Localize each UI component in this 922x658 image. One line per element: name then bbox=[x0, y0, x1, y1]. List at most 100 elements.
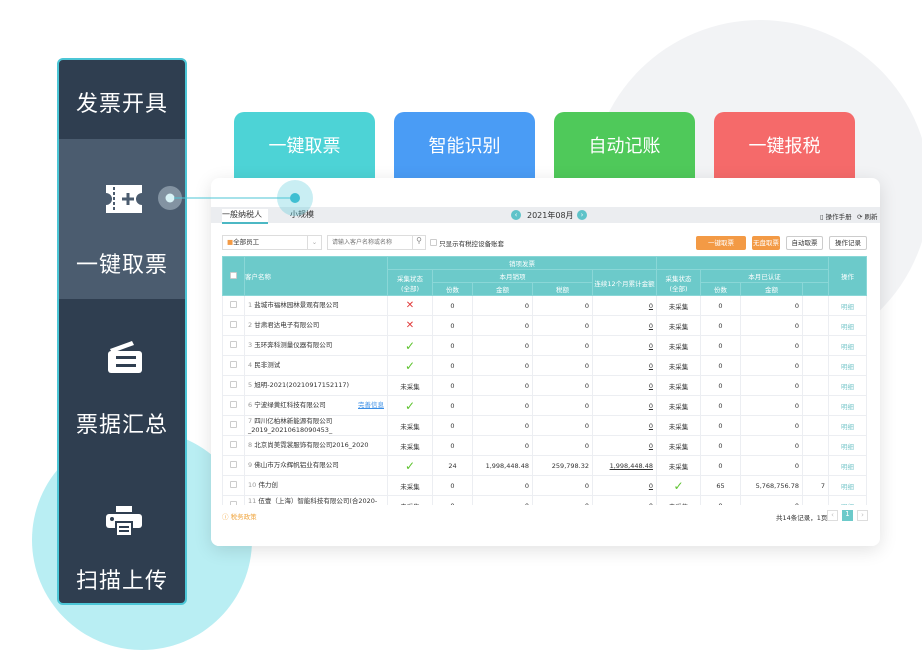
row-checkbox[interactable] bbox=[222, 375, 245, 396]
detail-link[interactable]: 明细 bbox=[828, 435, 867, 456]
twelve-month-total-link[interactable]: 0 bbox=[592, 355, 657, 376]
printer-icon bbox=[106, 506, 142, 537]
count-cell: 0 bbox=[432, 335, 473, 356]
auto-fetch-button[interactable]: 自动取票 bbox=[786, 236, 823, 250]
row-checkbox[interactable] bbox=[222, 315, 245, 336]
detail-link[interactable]: 明细 bbox=[828, 355, 867, 376]
tax-cell: 0 bbox=[532, 395, 593, 416]
status2-cell: 未采集 bbox=[656, 455, 701, 476]
refresh-button[interactable]: ⟳ 刷新 bbox=[857, 213, 878, 221]
row-checkbox[interactable] bbox=[222, 435, 245, 456]
detail-link[interactable]: 明细 bbox=[828, 335, 867, 356]
detail-link[interactable]: 明细 bbox=[828, 375, 867, 396]
count2-cell: 65 bbox=[700, 475, 741, 496]
col-status2-filter[interactable]: 采集状态 (全部) bbox=[656, 269, 701, 296]
table-row: 1 盐城市福林园林景观有限公司 ✕ 0 0 0 0 未采集 0 0 明细 bbox=[222, 295, 867, 316]
next-month-button[interactable]: › bbox=[577, 210, 587, 220]
detail-link[interactable]: 明细 bbox=[828, 475, 867, 496]
count-cell: 0 bbox=[432, 375, 473, 396]
extra-cell bbox=[802, 335, 829, 356]
tax-cell: 0 bbox=[532, 435, 593, 456]
count-cell: 0 bbox=[432, 355, 473, 376]
extra-cell bbox=[802, 415, 829, 436]
amount2-cell: 0 bbox=[740, 375, 803, 396]
customer-name: 盐城市福林园林景观有限公司 bbox=[254, 301, 339, 309]
twelve-month-total-link[interactable]: 0 bbox=[592, 415, 657, 436]
count2-cell: 0 bbox=[700, 295, 741, 316]
status-cell: ✓ bbox=[387, 355, 433, 376]
detail-link[interactable]: 明细 bbox=[828, 295, 867, 316]
checkbox-icon bbox=[230, 481, 237, 488]
count2-cell: 0 bbox=[700, 415, 741, 436]
amount-cell: 0 bbox=[472, 435, 533, 456]
employee-select[interactable]: ■全部员工 ⌄ bbox=[222, 235, 322, 250]
col-output-invoices: 销项发票 bbox=[387, 256, 657, 270]
check-icon: ✓ bbox=[673, 478, 684, 493]
select-all-checkbox[interactable] bbox=[222, 256, 245, 296]
prev-page-button[interactable]: ‹ bbox=[827, 510, 838, 521]
checkbox-icon bbox=[230, 461, 237, 468]
status2-cell: 未采集 bbox=[656, 415, 701, 436]
customer-search-input[interactable] bbox=[327, 235, 413, 250]
twelve-month-total-link[interactable]: 0 bbox=[592, 375, 657, 396]
col-status-filter[interactable]: 采集状态 (全部) bbox=[387, 269, 433, 296]
twelve-month-total-link[interactable]: 0 bbox=[592, 315, 657, 336]
diskless-fetch-button[interactable]: 无盘取票 bbox=[752, 236, 780, 250]
checkbox-icon bbox=[230, 321, 237, 328]
amount2-cell: 0 bbox=[740, 335, 803, 356]
checkbox-icon bbox=[230, 441, 237, 448]
row-checkbox[interactable] bbox=[222, 355, 245, 376]
twelve-month-total-link[interactable]: 1,998,448.48 bbox=[592, 455, 657, 476]
twelve-month-total-link[interactable]: 0 bbox=[592, 335, 657, 356]
table-footer bbox=[211, 505, 880, 546]
tax-cell: 0 bbox=[532, 335, 593, 356]
status2-cell: 未采集 bbox=[656, 375, 701, 396]
row-checkbox[interactable] bbox=[222, 395, 245, 416]
tab-general-taxpayer[interactable]: 一般纳税人 bbox=[222, 209, 268, 224]
detail-link[interactable]: 明细 bbox=[828, 415, 867, 436]
operation-log-button[interactable]: 操作记录 bbox=[829, 236, 867, 250]
detail-link[interactable]: 明细 bbox=[828, 315, 867, 336]
row-checkbox[interactable] bbox=[222, 335, 245, 356]
check-icon: ✓ bbox=[404, 398, 416, 413]
row-checkbox[interactable] bbox=[222, 475, 245, 496]
one-click-fetch-button[interactable]: 一键取票 bbox=[696, 236, 746, 250]
search-icon[interactable]: ⚲ bbox=[412, 235, 426, 250]
col-tax: 税额 bbox=[532, 282, 593, 296]
twelve-month-total-link[interactable]: 0 bbox=[592, 395, 657, 416]
twelve-month-total-link[interactable]: 0 bbox=[592, 295, 657, 316]
page-1-button[interactable]: 1 bbox=[842, 510, 853, 521]
detail-link[interactable]: 明细 bbox=[828, 395, 867, 416]
detail-link[interactable]: 明细 bbox=[828, 455, 867, 476]
customer-name-cell: 4 民非测试 bbox=[244, 355, 388, 376]
amount-cell: 1,998,448.48 bbox=[472, 455, 533, 476]
row-checkbox[interactable] bbox=[222, 415, 245, 436]
row-checkbox[interactable] bbox=[222, 295, 245, 316]
tax-cell: 0 bbox=[532, 375, 593, 396]
customer-name-cell: 1 盐城市福林园林景观有限公司 bbox=[244, 295, 388, 316]
customer-name: 民非测试 bbox=[254, 361, 281, 369]
table-row: 5 旭明-2021(20210917152117) 未采集 0 0 0 0 未采集 0 0 明细 bbox=[222, 375, 867, 396]
table-row: 4 民非测试 ✓ 0 0 0 0 未采集 0 0 明细 bbox=[222, 355, 867, 376]
manual-link[interactable]: ▯ 操作手册 bbox=[820, 213, 852, 221]
check-icon: ✓ bbox=[404, 338, 416, 353]
next-page-button[interactable]: › bbox=[857, 510, 868, 521]
sidebar-item-receipt-summary[interactable]: 票据汇总 bbox=[59, 299, 185, 449]
twelve-month-total-link[interactable]: 0 bbox=[592, 475, 657, 496]
count-cell: 0 bbox=[432, 295, 473, 316]
only-tax-device-checkbox[interactable]: 只显示有税控设备账套 bbox=[430, 238, 504, 248]
prev-month-button[interactable]: ‹ bbox=[511, 210, 521, 220]
sidebar-item-scan-upload[interactable]: 扫描上传 bbox=[59, 449, 185, 603]
twelve-month-total-link[interactable]: 0 bbox=[592, 435, 657, 456]
extra-cell bbox=[802, 395, 829, 416]
row-checkbox[interactable] bbox=[222, 455, 245, 476]
status2-cell: ✓ bbox=[656, 475, 701, 496]
col-count: 份数 bbox=[432, 282, 473, 296]
table-row: 8 北京尚美霓裳服饰有限公司2016_2020 未采集 0 0 0 0 未采集 0 0 明细 bbox=[222, 435, 867, 456]
sidebar-item-invoice-issue[interactable]: 发票开具 bbox=[59, 60, 185, 139]
complete-info-link[interactable]: 完善信息 bbox=[358, 401, 384, 409]
tab-small-scale[interactable]: 小规模 bbox=[290, 209, 314, 220]
customer-name: 玉环奔科测量仪器有限公司 bbox=[254, 341, 333, 349]
sidebar-item-one-click-fetch[interactable]: 一键取票 bbox=[59, 139, 185, 299]
tax-policy-link[interactable]: ⓘ 税务政策 bbox=[222, 513, 257, 521]
